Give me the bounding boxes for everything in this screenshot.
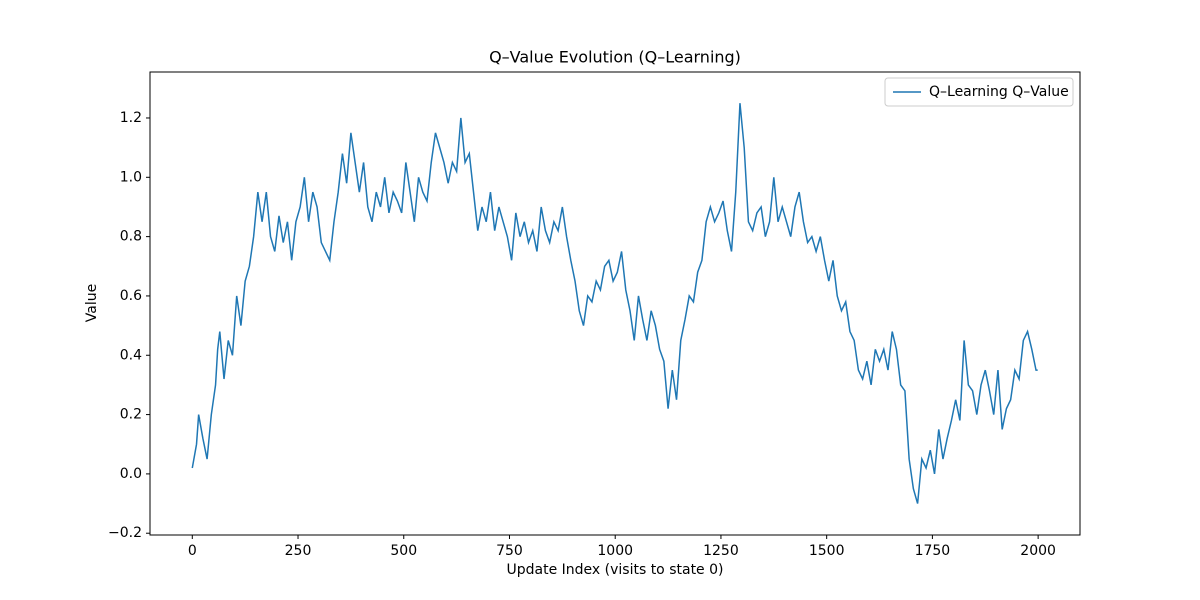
x-tick-label: 0 bbox=[188, 543, 197, 559]
y-tick-label: −0.2 bbox=[108, 525, 142, 541]
y-tick-label: 1.0 bbox=[120, 169, 142, 185]
y-tick-label: 0.2 bbox=[120, 407, 142, 423]
x-tick-label: 250 bbox=[285, 543, 312, 559]
x-tick-label: 1750 bbox=[915, 543, 951, 559]
y-axis-label: Value bbox=[84, 284, 100, 322]
legend-box bbox=[884, 77, 1074, 107]
y-tick-label: 0.6 bbox=[120, 288, 142, 304]
y-tick-label: 0.8 bbox=[120, 229, 142, 245]
x-tick-label: 500 bbox=[390, 543, 417, 559]
x-tick-label: 1250 bbox=[703, 543, 739, 559]
y-tick-label: 0.4 bbox=[120, 347, 142, 363]
x-tick-label: 750 bbox=[496, 543, 523, 559]
x-tick-label: 2000 bbox=[1020, 543, 1056, 559]
y-tick-label: 1.2 bbox=[120, 110, 142, 126]
x-tick-label: 1000 bbox=[597, 543, 633, 559]
x-axis-label: Update Index (visits to state 0) bbox=[507, 562, 724, 578]
chart-title: Q–Value Evolution (Q–Learning) bbox=[489, 48, 741, 67]
plot-frame bbox=[149, 71, 1081, 536]
legend-label: Q–Learning Q–Value bbox=[929, 84, 1069, 100]
data-line bbox=[191, 103, 1038, 504]
x-tick-label: 1500 bbox=[809, 543, 845, 559]
y-tick-label: 0.0 bbox=[120, 466, 142, 482]
